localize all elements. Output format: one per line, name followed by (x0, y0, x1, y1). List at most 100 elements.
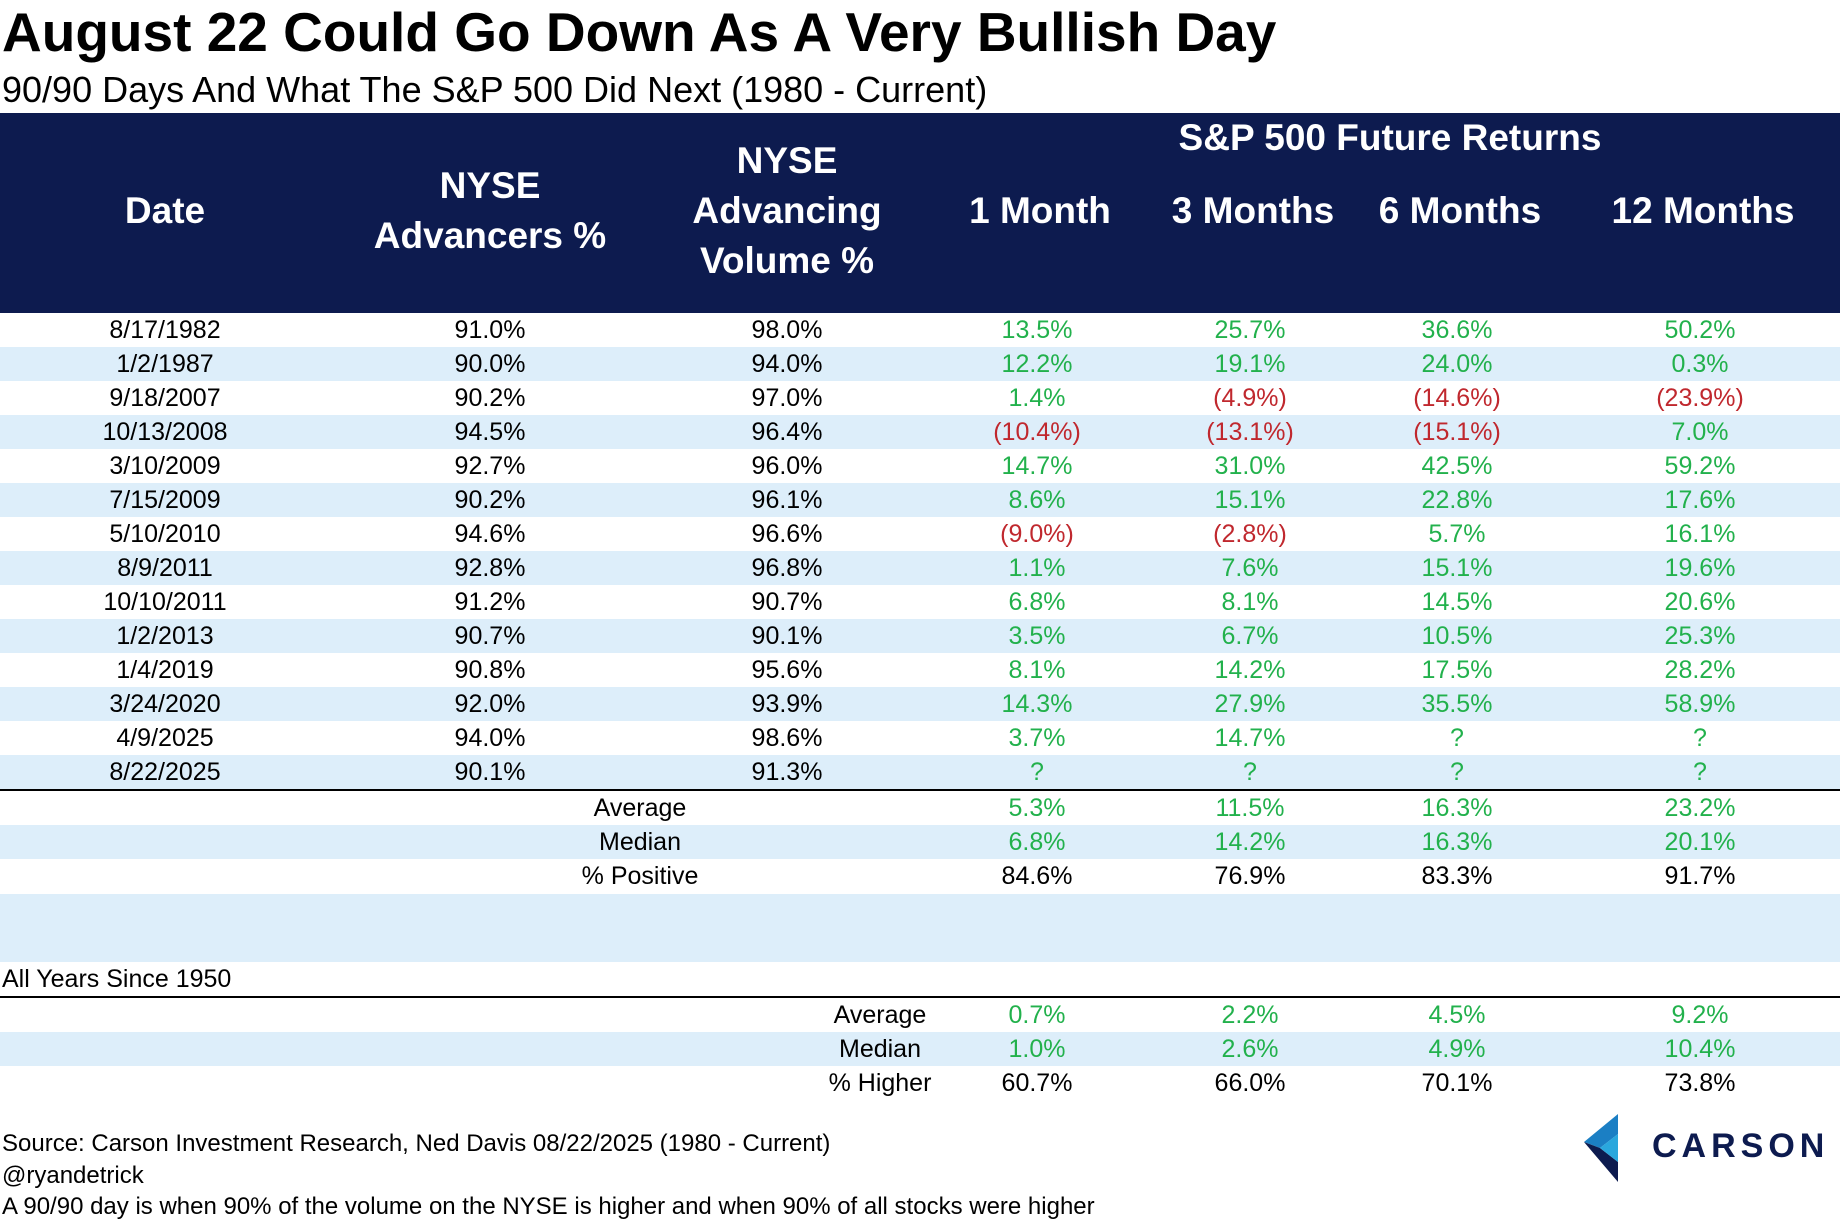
percent-cell: 92.8% (454, 554, 526, 582)
summary-row: % Positive 84.6% 76.9% 83.3% 91.7% (0, 859, 1840, 893)
date-cell: 1/2/1987 (116, 350, 214, 378)
return-cell: (2.8%) (1213, 520, 1287, 548)
all-years-value: 1.0% (1008, 1035, 1066, 1063)
return-cell: 3.5% (1008, 622, 1066, 650)
return-cell: 1.4% (1008, 384, 1066, 412)
percent-cell: 90.7% (751, 588, 823, 616)
header-1-month: 1 Month (969, 190, 1111, 231)
return-cell: 8.6% (1008, 486, 1066, 514)
return-cell: 13.5% (1001, 316, 1073, 344)
all-years-row: Average 0.7% 2.2% 4.5% 9.2% (0, 998, 1840, 1032)
return-cell: 5.7% (1428, 520, 1486, 548)
date-cell: 10/10/2011 (103, 588, 227, 616)
percent-cell: 96.0% (751, 452, 823, 480)
summary-value: 23.2% (1664, 794, 1736, 822)
return-cell: 22.8% (1421, 486, 1493, 514)
summary-value: 6.8% (1008, 828, 1066, 856)
summary-row: Median 6.8% 14.2% 16.3% 20.1% (0, 825, 1840, 859)
return-cell: 6.8% (1008, 588, 1066, 616)
header-advancers-line1: NYSE (439, 165, 541, 206)
all-years-value: 60.7% (1001, 1069, 1073, 1097)
percent-cell: 96.6% (751, 520, 823, 548)
date-cell: 3/24/2020 (109, 690, 221, 718)
percent-cell: 94.5% (454, 418, 526, 446)
summary-label: % Positive (581, 862, 699, 890)
return-cell: 27.9% (1214, 690, 1286, 718)
all-years-separator (0, 996, 1840, 998)
all-years-value: 10.4% (1664, 1035, 1736, 1063)
percent-cell: 90.1% (751, 622, 823, 650)
author-handle: @ryandetrick (2, 1162, 144, 1189)
summary-value: 14.2% (1214, 828, 1286, 856)
header-group-label: S&P 500 Future Returns (1178, 117, 1602, 158)
return-cell: 36.6% (1421, 316, 1493, 344)
return-cell: 14.2% (1214, 656, 1286, 684)
percent-cell: 96.1% (751, 486, 823, 514)
summary-value: 83.3% (1421, 862, 1493, 890)
percent-cell: 92.7% (454, 452, 526, 480)
table-row: 8/9/2011 92.8% 96.8% 1.1% 7.6% 15.1% 19.6% (0, 551, 1840, 585)
percent-cell: 96.8% (751, 554, 823, 582)
return-cell: (14.6%) (1413, 384, 1501, 412)
return-cell: 28.2% (1664, 656, 1736, 684)
return-cell: 35.5% (1421, 690, 1493, 718)
date-cell: 10/13/2008 (102, 418, 228, 446)
summary-value: 20.1% (1664, 828, 1736, 856)
return-cell: 7.0% (1671, 418, 1729, 446)
return-cell: 14.5% (1421, 588, 1493, 616)
summary-row: Average 5.3% 11.5% 16.3% 23.2% (0, 791, 1840, 825)
header-3-months: 3 Months (1171, 190, 1335, 231)
return-cell: 1.1% (1008, 554, 1066, 582)
summary-value: 84.6% (1001, 862, 1073, 890)
header-6-months: 6 Months (1378, 190, 1542, 231)
date-cell: 7/15/2009 (109, 486, 221, 514)
return-cell: 31.0% (1214, 452, 1286, 480)
percent-cell: 98.6% (751, 724, 823, 752)
return-cell: (15.1%) (1413, 418, 1501, 446)
all-years-row: Median 1.0% 2.6% 4.9% 10.4% (0, 1032, 1840, 1066)
return-cell: 17.6% (1664, 486, 1736, 514)
return-cell: 10.5% (1421, 622, 1493, 650)
header-advancers-line2: Advancers % (373, 215, 607, 256)
all-years-value: 0.7% (1008, 1001, 1066, 1029)
return-cell: (9.0%) (1000, 520, 1074, 548)
summary-value: 91.7% (1664, 862, 1736, 890)
return-cell: 8.1% (1008, 656, 1066, 684)
all-years-value: 9.2% (1671, 1001, 1729, 1029)
table-row: 9/18/2007 90.2% 97.0% 1.4% (4.9%) (14.6%) (23.… (0, 381, 1840, 415)
return-cell: 14.7% (1001, 452, 1073, 480)
header-12-months: 12 Months (1611, 190, 1795, 231)
return-cell: ? (1693, 724, 1707, 752)
header-date: Date (124, 190, 206, 231)
all-years-value: 4.5% (1428, 1001, 1486, 1029)
percent-cell: 95.6% (751, 656, 823, 684)
all-years-value: 73.8% (1664, 1069, 1736, 1097)
percent-cell: 90.8% (454, 656, 526, 684)
summary-label: Average (593, 794, 687, 822)
return-cell: ? (1450, 758, 1464, 786)
percent-cell: 94.0% (751, 350, 823, 378)
all-years-label: All Years Since 1950 (2, 965, 232, 993)
summary-value: 11.5% (1215, 794, 1285, 822)
return-cell: 58.9% (1664, 690, 1736, 718)
summary-value: 76.9% (1214, 862, 1286, 890)
return-cell: (10.4%) (993, 418, 1081, 446)
table-row: 4/9/2025 94.0% 98.6% 3.7% 14.7%?? (0, 721, 1840, 755)
return-cell: 42.5% (1421, 452, 1493, 480)
percent-cell: 90.2% (454, 486, 526, 514)
return-cell: 15.1% (1421, 554, 1493, 582)
return-cell: 15.1% (1214, 486, 1286, 514)
header-volume-line2: Advancing (692, 190, 882, 231)
date-cell: 9/18/2007 (109, 384, 221, 412)
percent-cell: 93.9% (751, 690, 823, 718)
all-years-label-cell: Median (839, 1035, 921, 1063)
percent-cell: 98.0% (751, 316, 823, 344)
return-cell: ? (1243, 758, 1257, 786)
percent-cell: 94.6% (454, 520, 526, 548)
return-cell: 59.2% (1664, 452, 1736, 480)
summary-label: Median (599, 828, 681, 856)
summary-value: 16.3% (1421, 794, 1493, 822)
date-cell: 8/22/2025 (109, 758, 221, 786)
table-row: 10/13/2008 94.5% 96.4% (10.4%) (13.1%) (15.1%… (0, 415, 1840, 449)
summary-value: 5.3% (1008, 794, 1066, 822)
